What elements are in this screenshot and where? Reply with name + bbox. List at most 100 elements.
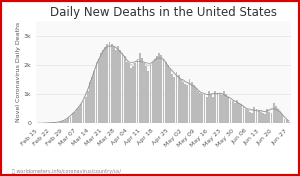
Bar xyxy=(210,94,212,123)
Bar xyxy=(134,63,136,123)
Bar xyxy=(80,104,82,123)
Bar xyxy=(113,47,115,123)
Bar xyxy=(96,62,98,123)
Bar xyxy=(72,113,74,123)
Bar xyxy=(163,59,164,123)
Bar xyxy=(152,62,154,123)
Bar xyxy=(281,114,283,123)
Bar xyxy=(154,59,156,123)
Bar xyxy=(143,63,145,123)
Bar xyxy=(117,46,119,123)
Bar xyxy=(124,56,125,123)
Bar xyxy=(225,94,227,123)
Bar xyxy=(219,94,220,123)
Bar xyxy=(214,91,216,123)
Bar xyxy=(202,94,203,123)
Bar xyxy=(126,62,128,123)
Bar xyxy=(277,109,279,123)
Text: 🔒 worldometers.info/coronavirus/country/us/: 🔒 worldometers.info/coronavirus/country/… xyxy=(12,169,121,174)
Bar xyxy=(100,53,102,123)
Bar xyxy=(242,106,244,123)
Bar xyxy=(87,91,89,123)
Bar xyxy=(186,85,188,123)
Bar xyxy=(240,104,242,123)
Bar xyxy=(230,100,231,123)
Bar xyxy=(82,101,85,123)
Bar xyxy=(160,55,162,123)
Bar xyxy=(249,112,251,123)
Bar xyxy=(197,91,199,123)
Bar xyxy=(132,66,134,123)
Bar xyxy=(275,106,277,123)
Bar xyxy=(145,66,147,123)
Bar xyxy=(122,53,123,123)
Bar xyxy=(171,74,173,123)
Bar xyxy=(251,113,253,123)
Bar xyxy=(258,110,260,123)
Bar xyxy=(206,97,208,123)
Bar xyxy=(158,53,160,123)
Bar xyxy=(266,109,268,123)
Bar xyxy=(65,120,67,123)
Bar xyxy=(139,53,141,123)
Bar xyxy=(238,103,240,123)
Bar xyxy=(247,110,249,123)
Bar xyxy=(176,72,177,123)
Bar xyxy=(264,114,266,123)
Bar xyxy=(128,63,130,123)
Bar xyxy=(223,91,225,123)
Bar xyxy=(286,120,288,123)
Bar xyxy=(78,107,80,123)
Bar xyxy=(141,58,143,123)
Bar xyxy=(236,100,238,123)
Bar xyxy=(245,109,247,123)
Bar xyxy=(76,109,78,123)
Bar xyxy=(193,85,195,123)
Bar xyxy=(178,75,179,123)
Bar xyxy=(89,82,91,123)
Bar xyxy=(234,103,236,123)
Bar xyxy=(91,77,93,123)
Bar xyxy=(68,118,69,123)
Bar xyxy=(182,82,184,123)
Bar xyxy=(52,122,54,123)
Bar xyxy=(217,93,218,123)
Bar xyxy=(136,59,139,123)
Bar xyxy=(212,97,214,123)
Bar xyxy=(165,62,167,123)
Bar xyxy=(111,45,112,123)
Bar xyxy=(191,82,193,123)
Bar xyxy=(204,96,206,123)
Bar xyxy=(227,97,229,123)
Bar xyxy=(232,101,234,123)
Bar xyxy=(284,119,285,123)
Bar xyxy=(180,79,182,123)
Bar xyxy=(288,122,290,123)
Bar xyxy=(279,112,281,123)
Bar xyxy=(98,59,100,123)
Bar xyxy=(262,113,264,123)
Bar xyxy=(253,107,255,123)
Bar xyxy=(256,109,257,123)
Bar xyxy=(208,91,210,123)
Bar xyxy=(273,103,274,123)
Bar xyxy=(260,112,262,123)
Bar xyxy=(55,122,56,123)
Bar xyxy=(184,84,186,123)
Bar xyxy=(188,79,190,123)
Title: Daily New Deaths in the United States: Daily New Deaths in the United States xyxy=(50,6,277,18)
Bar xyxy=(59,122,61,123)
Bar xyxy=(61,121,63,123)
Bar xyxy=(169,69,171,123)
Bar xyxy=(109,42,110,123)
Bar xyxy=(148,71,149,123)
Bar xyxy=(74,112,76,123)
Bar xyxy=(199,93,201,123)
Bar xyxy=(156,56,158,123)
Bar xyxy=(70,117,71,123)
Bar xyxy=(167,65,169,123)
Bar xyxy=(119,50,121,123)
Bar xyxy=(221,96,223,123)
Bar xyxy=(93,71,95,123)
Bar xyxy=(104,47,106,123)
